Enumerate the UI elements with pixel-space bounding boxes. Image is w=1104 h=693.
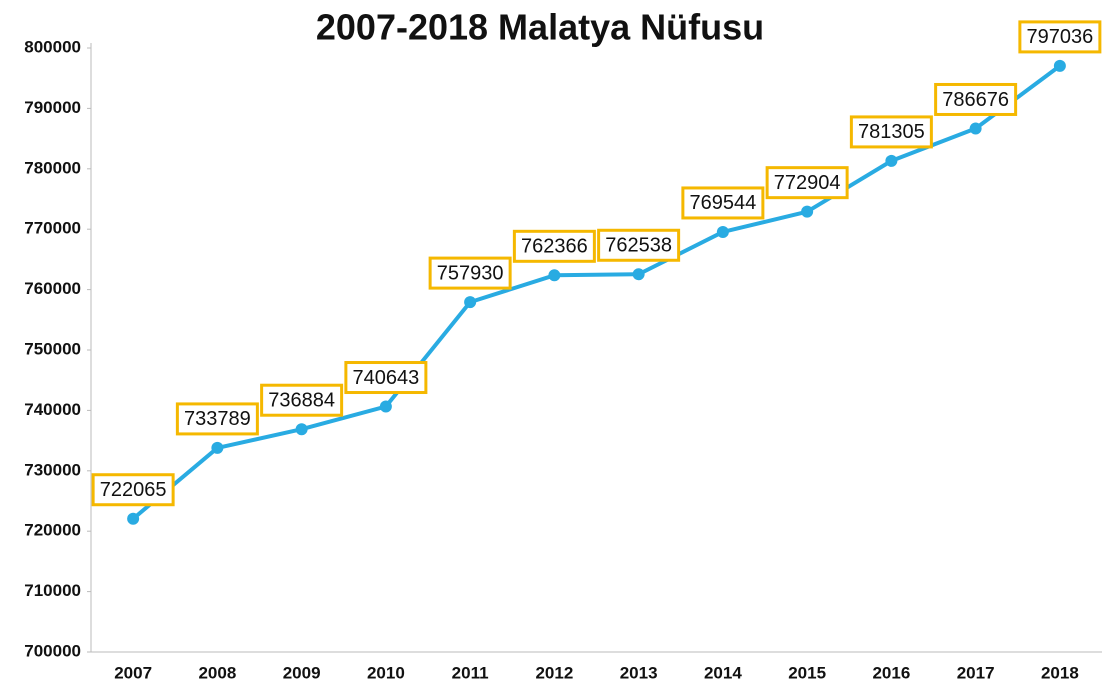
x-tick-label: 2013 [620,663,658,682]
data-label-box [428,256,512,290]
line [131,64,1062,521]
marker [1053,59,1066,72]
y-tick-label: 790000 [24,98,81,117]
x-tick-label: 2018 [1041,663,1079,682]
y-tick-label: 780000 [24,158,81,177]
x-tick-label: 2015 [788,663,826,682]
x-tick-label: 2014 [704,663,742,682]
x-tick-label: 2007 [114,663,152,682]
marker [801,205,814,218]
data-label: 733789 [184,408,251,430]
x-tick-label: 2011 [452,663,489,682]
data-label: 762538 [605,235,672,257]
y-tick-label: 700000 [24,641,81,660]
data-label-box [681,186,765,220]
x-tick-label: 2008 [198,663,236,682]
x-tick-label: 2017 [957,663,995,682]
marker [379,400,392,413]
data-label: 786676 [942,89,1009,111]
data-label: 797036 [1027,26,1094,48]
data-label: 762366 [521,236,588,258]
y-tick-label: 800000 [24,37,81,56]
marker [295,423,308,436]
data-label: 757930 [437,262,504,284]
data-label-box [765,166,849,200]
data-label-box [344,361,428,395]
data-label-box [512,229,596,263]
chart-title: 2007-2018 Malatya Nüfusu [316,7,764,48]
marker [464,296,477,309]
data-label: 722065 [100,479,167,501]
marker [969,122,982,135]
data-label-box [260,383,344,417]
data-label: 772904 [774,172,841,194]
data-label-box [175,402,259,436]
data-label: 769544 [690,192,757,214]
y-tick-label: 710000 [24,581,81,600]
data-label: 781305 [858,121,925,143]
y-tick-label: 760000 [24,279,81,298]
data-label-box [934,82,1018,116]
marker [632,268,645,281]
marker [716,225,729,238]
data-label-box [1018,20,1102,54]
y-tick-label: 730000 [24,460,81,479]
marker [127,512,140,525]
data-label-box [849,115,933,149]
x-tick-label: 2010 [367,663,405,682]
y-tick-label: 740000 [24,400,81,419]
y-tick-label: 750000 [24,339,81,358]
data-label: 740643 [353,367,420,389]
x-tick-label: 2012 [535,663,573,682]
x-tick-label: 2009 [283,663,321,682]
marker [211,441,224,454]
data-label-box [91,473,175,507]
data-label: 736884 [268,390,335,412]
marker [548,269,561,282]
y-tick-label: 770000 [24,219,81,238]
data-label-box [597,228,681,262]
marker [885,154,898,167]
y-tick-label: 720000 [24,521,81,540]
x-tick-label: 2016 [872,663,910,682]
